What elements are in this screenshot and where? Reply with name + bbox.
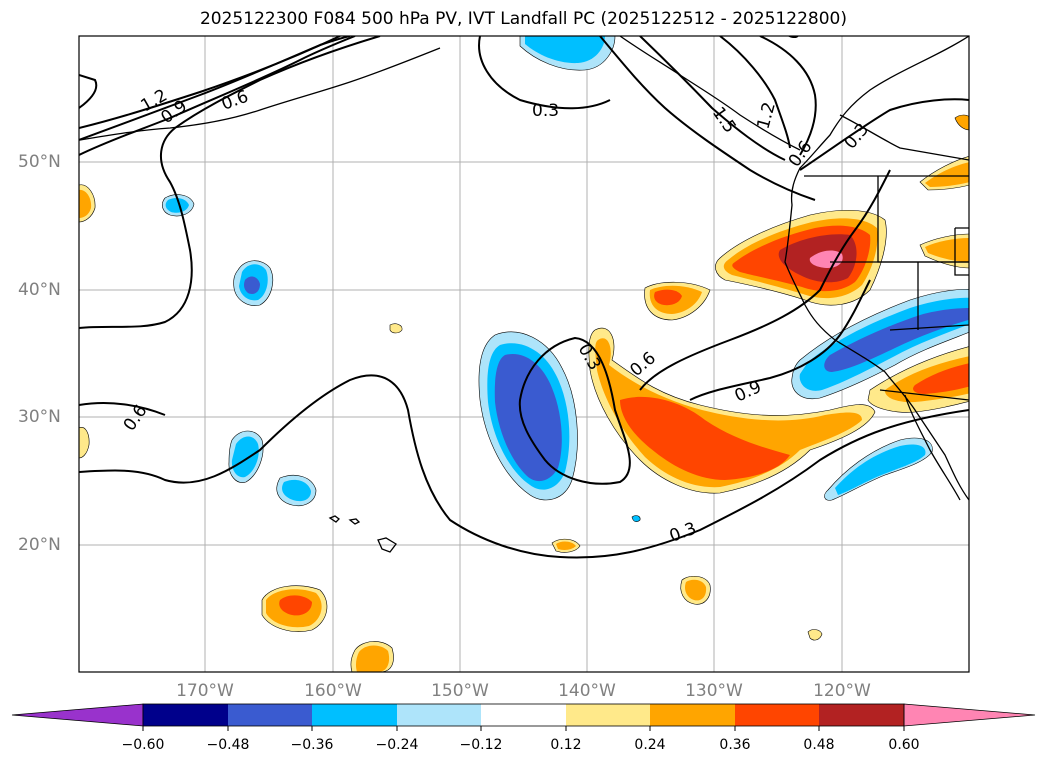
colorbar-bin: [566, 704, 650, 726]
lon-label: 160°W: [304, 681, 362, 701]
lon-label: 130°W: [685, 681, 743, 701]
contour-label: 0.3: [667, 519, 699, 547]
colorbar-bin: [819, 704, 904, 726]
colorbar-bin: [481, 704, 566, 726]
colorbar-tick-label: −0.48: [206, 737, 250, 753]
contour-label: 0.6: [783, 11, 807, 41]
colorbar-tick-label: 0.60: [888, 737, 920, 753]
lat-label: 50°N: [18, 152, 61, 172]
contour-label: 0.3: [532, 101, 559, 121]
ivt-shading: [79, 36, 969, 672]
colorbar-tick-label: 0.24: [634, 737, 666, 753]
lon-label: 170°W: [176, 681, 234, 701]
colorbar-bin: [228, 704, 312, 726]
colorbar-bin: [650, 704, 735, 726]
colorbar-tick-label: −0.60: [121, 737, 165, 753]
colorbar-tick-label: −0.24: [375, 737, 419, 753]
colorbar-bin: [312, 704, 397, 726]
colorbar-bin: [735, 704, 819, 726]
colorbar-tick-label: −0.36: [290, 737, 334, 753]
colorbar-tick-label: −0.12: [459, 737, 503, 753]
colorbar-bin: [143, 704, 228, 726]
map-title: 2025122300 F084 500 hPa PV, IVT Landfall…: [199, 9, 847, 29]
lat-label: 20°N: [18, 535, 61, 555]
contour-label: 0.6: [219, 87, 251, 115]
colorbar-tick-label: 0.36: [719, 737, 751, 753]
colorbar-extend-low: [11, 703, 144, 727]
colorbar-tick-label: 0.12: [550, 737, 582, 753]
lon-label: 150°W: [431, 681, 489, 701]
lon-label: 140°W: [558, 681, 616, 701]
map-frame: [78, 35, 970, 673]
colorbar-extend-high: [903, 703, 1036, 727]
colorbar-tick-label: 0.48: [803, 737, 835, 753]
contour-label: 0.6: [120, 401, 152, 435]
contour-label: 1.2: [754, 100, 780, 131]
lat-label: 40°N: [18, 280, 61, 300]
lon-label: 120°W: [813, 681, 871, 701]
colorbar: [11, 703, 1036, 731]
colorbar-bin: [397, 704, 481, 726]
contour-label: 0.9: [732, 377, 765, 407]
pv-contours: [79, 36, 969, 559]
lat-label: 30°N: [18, 407, 61, 427]
